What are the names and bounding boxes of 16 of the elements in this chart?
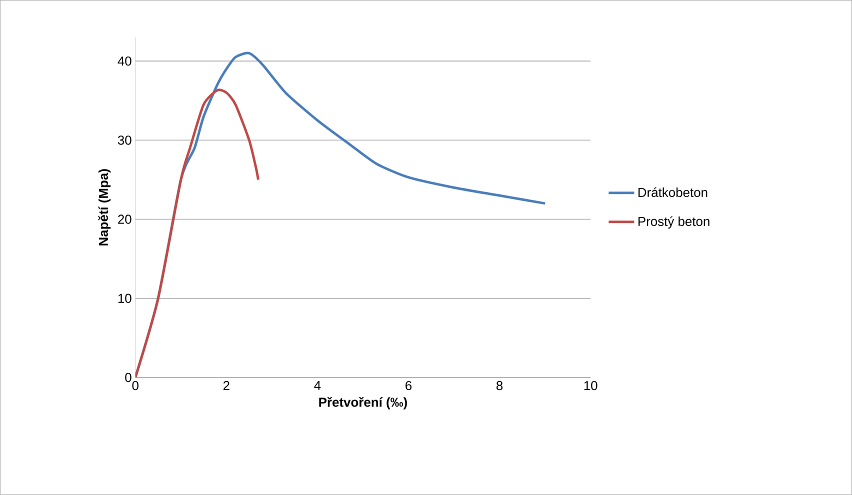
legend-label: Drátkobeton	[638, 187, 708, 198]
x-axis-title: Přetvoření (‰)	[319, 397, 407, 410]
y-tick-label: 40	[118, 56, 132, 66]
x-tick-label: 8	[496, 381, 503, 390]
line-series	[135, 88, 260, 378]
y-tick-label: 0	[125, 372, 132, 382]
x-tick-label: 10	[584, 381, 598, 390]
legend-label: Prostý beton	[638, 216, 710, 229]
y-tick-label: 20	[118, 214, 132, 224]
y-axis-title: Napětí (Mpa)	[98, 169, 111, 246]
x-tick-label: 6	[406, 381, 412, 390]
y-tick-label: 10	[118, 294, 132, 304]
x-tick-label: 4	[314, 381, 321, 390]
y-tick-label: 30	[118, 136, 132, 145]
x-tick-label: 2	[223, 381, 230, 390]
x-tick-label: 0	[132, 381, 138, 390]
